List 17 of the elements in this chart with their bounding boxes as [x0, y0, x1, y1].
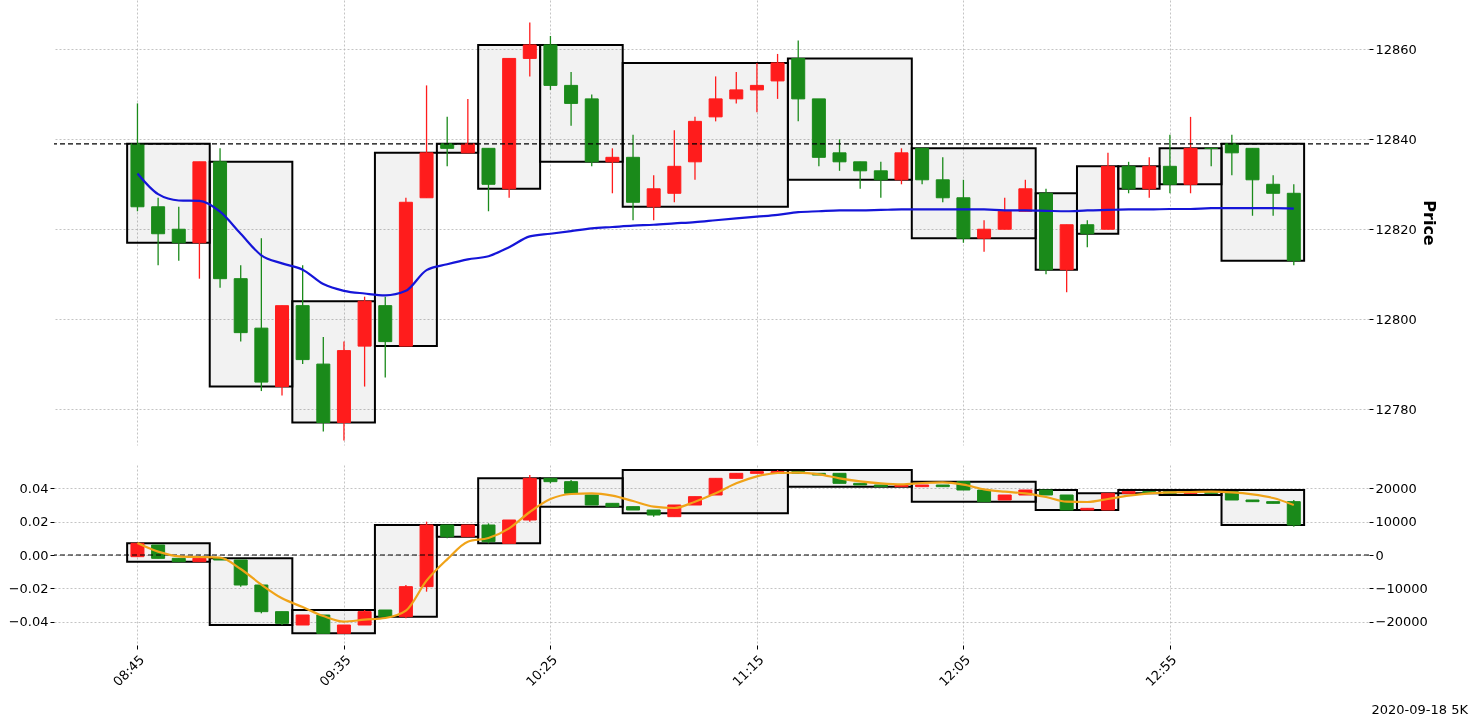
y-tick-label: −0.04	[8, 614, 49, 630]
y2-tick-label: 20000	[1375, 480, 1417, 496]
y-tick-label: 0.02	[19, 514, 49, 530]
y-tick-label: 12780	[1375, 401, 1417, 417]
y-axis-title: Price	[1419, 200, 1439, 246]
y-tick-label: 0.04	[19, 480, 49, 496]
y2-tick-label: −20000	[1375, 614, 1428, 630]
y-tick-label: 0.00	[19, 547, 49, 563]
y-tick-label: 12820	[1375, 221, 1417, 237]
y-tick-label: 12840	[1375, 131, 1417, 147]
text: 2020-09-18 5K	[1371, 702, 1468, 717]
y-tick-label: 12800	[1375, 311, 1417, 327]
y2-tick-label: 0	[1375, 547, 1384, 563]
y-tick-label: −0.02	[8, 580, 49, 596]
y2-tick-label: −10000	[1375, 580, 1428, 596]
y-tick-label: 12860	[1375, 41, 1417, 57]
y2-tick-label: 10000	[1375, 514, 1417, 530]
